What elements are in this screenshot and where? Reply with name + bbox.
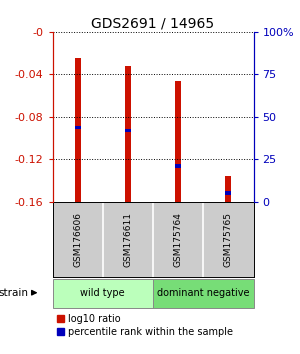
- Bar: [175, 164, 181, 167]
- Bar: [75, 58, 81, 202]
- Bar: [52, 279, 153, 308]
- Bar: [125, 129, 131, 132]
- Bar: [175, 81, 181, 202]
- Legend: log10 ratio, percentile rank within the sample: log10 ratio, percentile rank within the …: [57, 314, 233, 337]
- Title: GDS2691 / 14965: GDS2691 / 14965: [92, 17, 214, 31]
- Bar: [125, 66, 131, 202]
- Text: GSM175765: GSM175765: [224, 212, 233, 267]
- Text: GSM175764: GSM175764: [174, 212, 183, 267]
- Text: strain: strain: [0, 288, 28, 298]
- Text: GSM176606: GSM176606: [73, 212, 82, 267]
- Bar: [225, 176, 231, 202]
- Text: wild type: wild type: [80, 288, 125, 298]
- Text: GSM176611: GSM176611: [123, 212, 132, 267]
- Text: dominant negative: dominant negative: [157, 288, 250, 298]
- Bar: [225, 192, 231, 195]
- Bar: [153, 279, 254, 308]
- Bar: [75, 126, 81, 129]
